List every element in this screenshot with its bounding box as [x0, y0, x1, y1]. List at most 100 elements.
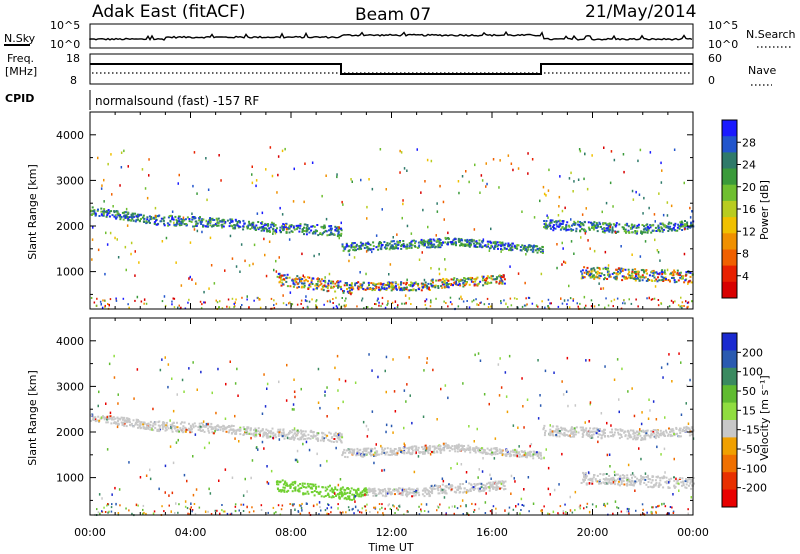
data-point — [687, 282, 689, 285]
data-point — [90, 419, 93, 422]
data-point — [471, 240, 474, 243]
data-point — [97, 156, 99, 160]
data-point — [494, 241, 497, 244]
data-point — [619, 429, 622, 432]
data-point — [374, 303, 376, 305]
data-point — [646, 231, 649, 234]
data-point — [545, 227, 548, 230]
data-point — [611, 272, 614, 275]
data-point — [684, 227, 686, 231]
data-point — [680, 296, 682, 299]
data-point — [557, 225, 560, 228]
data-point — [132, 425, 135, 428]
data-point — [259, 431, 261, 434]
data-point — [655, 433, 658, 436]
data-point — [446, 285, 449, 288]
data-point — [486, 282, 489, 285]
data-point — [674, 300, 676, 303]
data-point — [597, 440, 599, 444]
data-point — [120, 421, 123, 424]
data-point — [306, 276, 309, 279]
data-point — [410, 240, 413, 243]
data-point — [659, 483, 662, 486]
data-point — [103, 178, 105, 182]
data-point — [604, 276, 606, 279]
data-point — [513, 454, 516, 457]
data-point — [295, 434, 298, 437]
data-point — [332, 496, 335, 499]
data-point — [367, 247, 370, 250]
data-point — [567, 430, 570, 433]
data-point — [434, 446, 437, 449]
data-point — [490, 305, 492, 308]
data-point — [640, 437, 643, 440]
data-point — [110, 422, 113, 425]
data-point — [252, 262, 254, 266]
data-point — [629, 434, 632, 437]
data-point — [353, 497, 356, 499]
data-point — [278, 430, 281, 433]
data-point — [648, 227, 651, 230]
data-point — [655, 229, 658, 232]
data-point — [627, 480, 630, 483]
data-point — [452, 284, 454, 287]
data-point — [456, 278, 459, 281]
data-point — [690, 433, 693, 436]
data-point — [237, 428, 239, 431]
data-point — [442, 283, 445, 286]
data-point — [573, 427, 576, 430]
data-point — [673, 148, 676, 151]
data-point — [349, 448, 352, 451]
data-point — [355, 243, 358, 246]
data-point — [602, 431, 605, 433]
data-point — [620, 436, 623, 438]
data-point — [604, 250, 607, 254]
data-point — [455, 491, 458, 494]
data-point — [629, 481, 632, 483]
data-point — [280, 284, 283, 287]
data-point — [590, 434, 593, 437]
data-point — [492, 158, 495, 161]
data-point — [498, 241, 501, 244]
data-point — [532, 457, 535, 460]
data-point — [637, 159, 639, 163]
data-point — [391, 240, 394, 243]
data-point — [185, 223, 188, 225]
data-point — [180, 284, 183, 287]
data-point — [630, 224, 633, 227]
data-point — [505, 395, 508, 398]
data-point — [661, 229, 664, 232]
data-point — [636, 270, 639, 273]
data-point — [680, 481, 683, 484]
data-point — [443, 279, 446, 282]
data-point — [687, 301, 690, 304]
data-point — [689, 206, 691, 210]
data-point — [518, 453, 521, 456]
data-point — [473, 245, 476, 248]
data-point — [283, 434, 286, 437]
data-point — [293, 432, 296, 435]
data-point — [173, 306, 176, 309]
data-point — [279, 280, 282, 283]
data-point — [420, 289, 423, 292]
data-point — [320, 278, 323, 281]
data-point — [457, 443, 460, 446]
data-point — [492, 451, 495, 454]
data-point — [310, 491, 313, 494]
data-point — [242, 426, 245, 429]
data-point — [182, 216, 185, 219]
data-point — [251, 226, 254, 229]
data-point — [138, 420, 141, 423]
data-point — [627, 434, 630, 437]
data-point — [471, 448, 474, 451]
data-point — [634, 276, 636, 279]
data-point — [444, 485, 447, 488]
data-point — [264, 432, 267, 435]
data-point — [298, 227, 301, 230]
data-point — [648, 274, 651, 277]
data-point — [671, 273, 674, 276]
data-point — [141, 168, 144, 171]
data-point — [422, 208, 424, 212]
data-point — [582, 429, 585, 432]
data-point — [677, 223, 680, 226]
